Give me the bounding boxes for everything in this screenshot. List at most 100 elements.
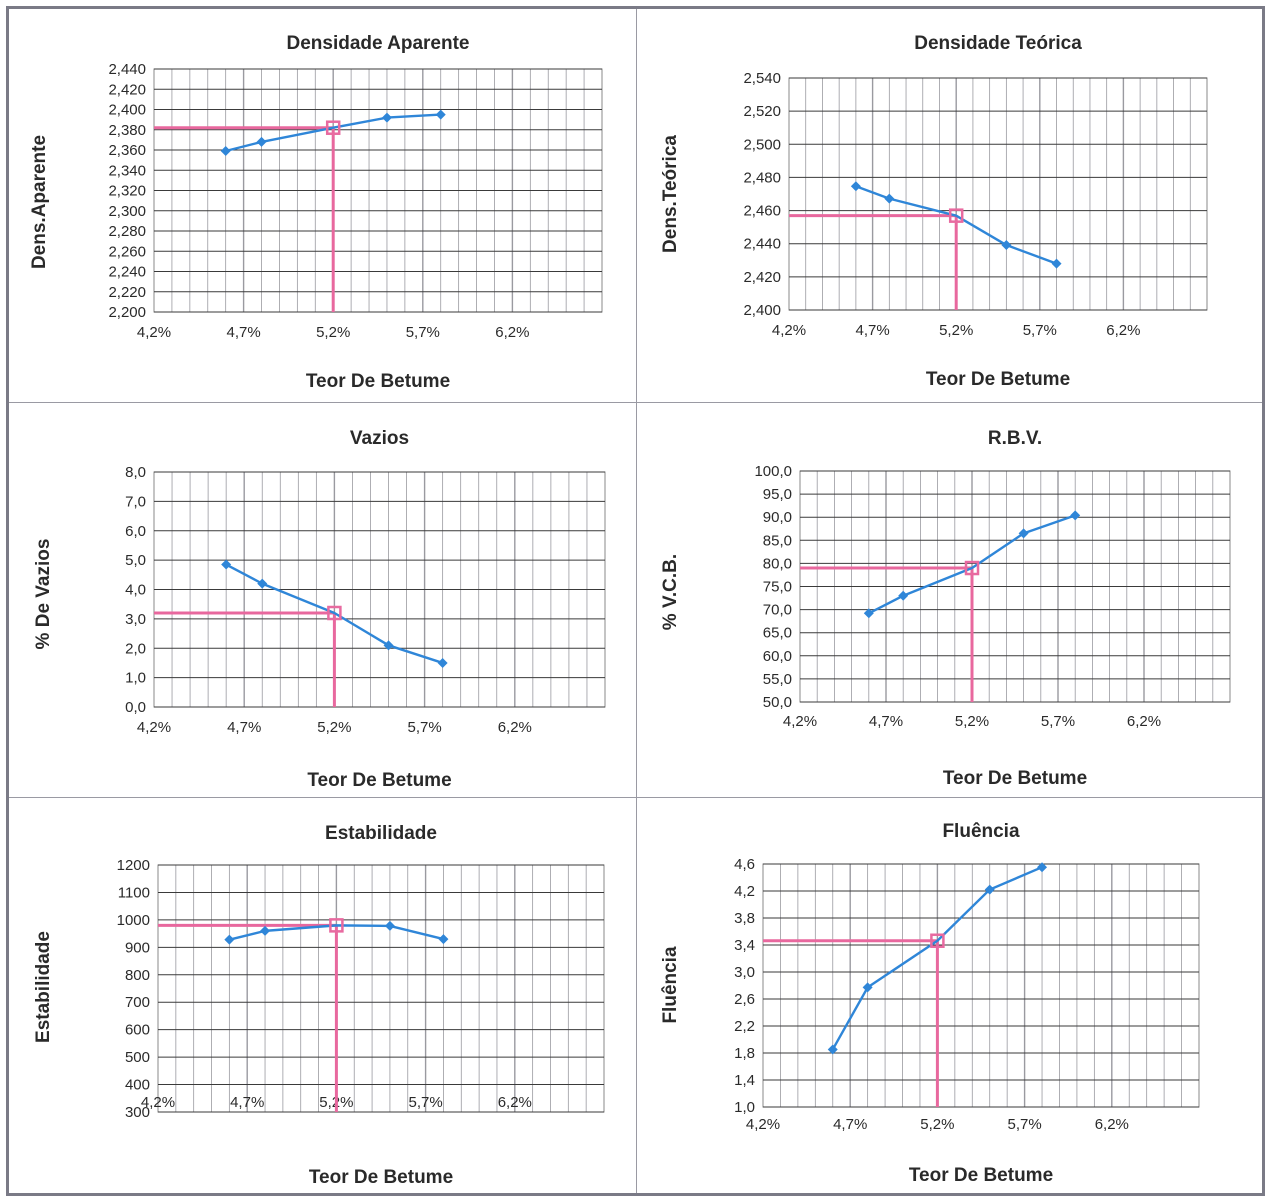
y-tick-label: 2,280 [108, 223, 146, 240]
x-tick-label: 5,2% [316, 324, 350, 341]
x-axis-label: Teor De Betume [307, 770, 451, 791]
y-tick-label: 2,360 [108, 142, 146, 159]
y-tick-label: 1,4 [734, 1072, 755, 1089]
chart-title: Densidade Aparente [286, 33, 469, 54]
y-tick-label: 85,0 [763, 532, 792, 549]
x-tick-label: 4,7% [869, 713, 903, 730]
data-point [221, 559, 232, 570]
y-tick-label: 8,0 [125, 464, 146, 481]
y-axis-label: Estabilidade [33, 931, 54, 1043]
x-tick-label: 4,7% [833, 1116, 867, 1133]
y-tick-label: 1,0 [125, 670, 146, 687]
chart-densidade-teorica: Densidade Teórica 2,400 2,420 2,440 2,460 2,4… [660, 33, 1208, 390]
y-tick-label: 100,0 [754, 463, 792, 480]
data-point [381, 112, 392, 123]
x-tick-label: 4,2% [137, 719, 171, 736]
y-tick-label: 6,0 [125, 523, 146, 540]
y-tick-label: 2,320 [108, 183, 146, 200]
y-tick-label: 5,0 [125, 552, 146, 569]
y-tick-label: 2,6 [734, 991, 755, 1008]
x-tick-label: 6,2% [1106, 322, 1140, 339]
data-point [438, 934, 449, 945]
y-tick-label: 2,420 [743, 269, 781, 286]
x-axis-label: Teor De Betume [926, 369, 1070, 390]
data-point [862, 982, 873, 993]
series-line [831, 866, 1043, 1051]
data-point [884, 193, 895, 204]
design-point-marker [325, 120, 341, 135]
y-tick-label: 2,540 [743, 70, 781, 87]
y-tick-label: 0,0 [125, 699, 146, 716]
panel-fluencia: Fluência 1,0 1,4 1,8 2,2 2,6 3,0 3,4 3,8 4,2 4,6 4,… [636, 797, 1262, 1193]
y-tick-label: 3,8 [734, 910, 755, 927]
chart-estabilidade: Estabilidade 300 400 500 600 700 800 900 1000 110… [33, 823, 605, 1188]
x-tick-label: 5,2% [939, 322, 973, 339]
y-tick-label: 2,340 [108, 162, 146, 179]
y-tick-label: 1100 [118, 884, 150, 901]
series-line [225, 113, 441, 153]
y-tick-label: 4,2 [734, 883, 755, 900]
data-point [863, 608, 874, 619]
y-tick-label: 300 [125, 1104, 150, 1121]
panel-densidade-aparente: Densidade Aparente 2,200 2,220 2,240 2,260 2,… [9, 9, 637, 403]
data-point [435, 109, 446, 120]
x-axis-label: Teor De Betume [909, 1165, 1053, 1186]
x-tick-label: 5,7% [1007, 1116, 1041, 1133]
y-tick-label: 3,4 [734, 937, 755, 954]
series-line [855, 185, 1057, 265]
design-point-marker [948, 208, 964, 223]
y-tick-label: 2,420 [108, 81, 146, 98]
x-axis-label: Teor De Betume [306, 371, 450, 392]
plot-area [157, 864, 605, 1113]
data-point [220, 146, 231, 157]
y-tick-label: 1200 [117, 857, 150, 874]
y-tick-label: 400 [125, 1077, 150, 1094]
design-point-marker [329, 918, 344, 933]
y-tick-label: 1,0 [734, 1099, 755, 1116]
series-line [229, 924, 444, 941]
data-point [1070, 510, 1081, 521]
panel-vazios: Vazios 0,0 1,0 2,0 3,0 4,0 5,0 6,0 7,0 8,0 4,2% 4,7… [9, 402, 637, 798]
data-point [1018, 528, 1029, 539]
data-point [827, 1044, 838, 1055]
chart-title: Densidade Teórica [914, 33, 1082, 54]
x-tick-label: 6,2% [1127, 713, 1161, 730]
chart-title: Vazios [350, 428, 409, 449]
y-tick-label: 4,0 [125, 582, 146, 599]
y-tick-label: 2,400 [743, 302, 781, 319]
y-tick-label: 2,240 [108, 264, 146, 281]
x-tick-label: 4,2% [137, 324, 171, 341]
y-tick-label: 90,0 [763, 509, 792, 526]
x-tick-label: 4,7% [230, 1094, 264, 1111]
x-axis-label: Teor De Betume [309, 1167, 453, 1188]
y-tick-label: 900 [125, 939, 150, 956]
chart-rbv: R.B.V. 50,0 55,0 60,0 65,0 70,0 75,0 80,0 85,0 90… [660, 428, 1231, 789]
data-point [260, 925, 271, 936]
chart-fluencia: Fluência 1,0 1,4 1,8 2,2 2,6 3,0 3,4 3,8 4,2 4,6 4,… [660, 821, 1200, 1186]
x-tick-label: 4,2% [772, 322, 806, 339]
y-tick-label: 4,6 [734, 856, 755, 873]
y-axis-label: % De Vazios [33, 539, 54, 650]
chart-densidade-aparente: Densidade Aparente 2,200 2,220 2,240 2,260 2,… [29, 33, 603, 392]
chart-title: R.B.V. [988, 428, 1042, 449]
y-tick-label: 2,2 [734, 1018, 755, 1035]
data-point [384, 920, 395, 931]
y-tick-label: 95,0 [763, 486, 792, 503]
x-tick-label: 4,7% [855, 322, 889, 339]
x-tick-label: 5,2% [955, 713, 989, 730]
x-tick-label: 5,7% [406, 324, 440, 341]
chart-title: Fluência [942, 821, 1020, 842]
panel-rbv: R.B.V. 50,0 55,0 60,0 65,0 70,0 75,0 80,0 85,0 90… [636, 402, 1262, 798]
x-tick-label: 5,2% [317, 719, 351, 736]
x-tick-label: 4,2% [783, 713, 817, 730]
x-tick-label: 6,2% [498, 1094, 532, 1111]
y-tick-label: 2,300 [108, 203, 146, 220]
data-point [257, 578, 268, 589]
data-point [1037, 862, 1048, 873]
y-tick-label: 2,440 [743, 236, 781, 253]
y-tick-label: 2,220 [108, 284, 146, 301]
x-tick-label: 6,2% [1095, 1116, 1129, 1133]
data-point [383, 640, 394, 651]
y-tick-label: 80,0 [763, 555, 792, 572]
y-tick-label: 2,400 [108, 102, 146, 119]
